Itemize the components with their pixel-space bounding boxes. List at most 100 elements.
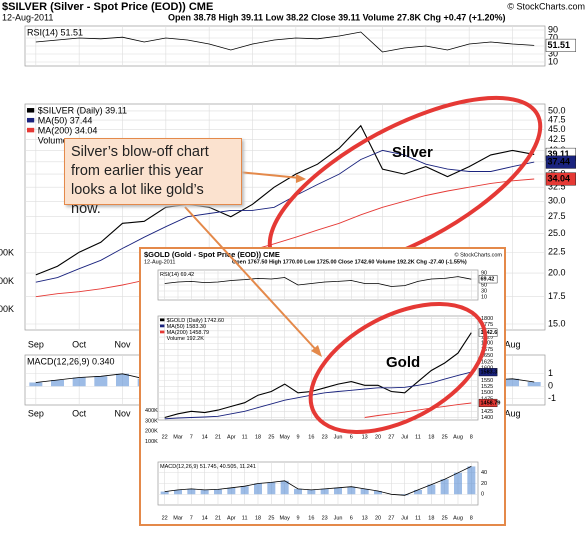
arrow-to-silver <box>237 171 301 179</box>
x-tick-label: 8 <box>470 434 473 440</box>
legend-swatch <box>160 330 165 334</box>
x-tick-label: 22 <box>162 434 168 440</box>
y-tick-label: 25.0 <box>548 228 566 238</box>
macd-histogram-bar <box>334 487 342 495</box>
y-tick-label: 1500 <box>481 390 493 396</box>
x-tick-label: Apr <box>227 434 236 440</box>
y-tick-label: 100K <box>0 304 14 314</box>
x-tick-label: Apr <box>227 515 236 521</box>
callout: Silver’s blow-off chart from earlier thi… <box>64 138 242 217</box>
y-tick-label: 32.5 <box>548 182 566 192</box>
x-tick-label: Jun <box>334 434 343 440</box>
y-tick-label: 50 <box>481 282 487 288</box>
x-tick-label: 27 <box>388 434 394 440</box>
x-tick-label: 13 <box>362 434 368 440</box>
x-tick-label: Sep <box>28 339 44 349</box>
macd-histogram-bar <box>187 488 196 495</box>
last-value-label: 1458.79 <box>481 400 501 406</box>
x-tick-label: 6 <box>350 515 353 521</box>
last-value-label: 1583.3 <box>481 370 498 376</box>
y-tick-label: 1550 <box>481 378 493 384</box>
y-tick-label: 1425 <box>481 409 493 415</box>
y-tick-label: 300K <box>145 418 158 424</box>
y-tick-label: 42.5 <box>548 134 566 144</box>
macd-histogram-bar <box>527 382 541 387</box>
y-tick-label: 1625 <box>481 359 493 365</box>
macd-histogram-bar <box>72 377 86 387</box>
legend-swatch <box>160 318 165 322</box>
macd-histogram-bar <box>29 382 43 387</box>
y-tick-label: 1525 <box>481 384 493 390</box>
macd-label: MACD(12,26,9) 0.340 <box>27 357 115 367</box>
x-tick-label: 11 <box>415 434 421 440</box>
legend-entry: MA(200) 1458.79 <box>167 330 210 336</box>
x-tick-label: May <box>279 515 290 521</box>
macd-line <box>164 466 472 496</box>
macd-histogram-bar <box>360 488 369 495</box>
macd-histogram-bar <box>240 486 249 495</box>
legend-swatch <box>27 117 35 123</box>
x-tick-label: 22 <box>162 515 168 521</box>
x-tick-label: 14 <box>202 515 208 521</box>
macd-histogram-bar <box>254 483 262 495</box>
legend-entry: $GOLD (Daily) 1742.60 <box>167 318 224 324</box>
chart-source: © StockCharts.com <box>455 251 503 258</box>
rsi-label: RSI(14) 51.51 <box>27 28 83 38</box>
macd-histogram-bar <box>400 494 409 496</box>
gold-ellipse <box>308 301 488 435</box>
y-tick-label: 300K <box>0 248 14 258</box>
last-value-box <box>545 38 576 52</box>
macd-histogram-bar <box>160 491 169 495</box>
x-tick-label: 18 <box>428 434 434 440</box>
macd-histogram-bar <box>267 482 276 495</box>
x-tick-label: 21 <box>215 515 221 521</box>
x-tick-label: 13 <box>362 515 368 521</box>
macd-histogram-bar <box>467 466 476 495</box>
chart-date: 12-Aug-2011 <box>144 259 175 265</box>
y-tick-label: 27.5 <box>548 211 566 221</box>
legend-swatch <box>27 108 35 113</box>
y-tick-label: 1800 <box>481 316 493 322</box>
last-value-box <box>545 172 576 186</box>
legend-swatch <box>160 324 165 328</box>
y-tick-label: 0 <box>548 381 553 391</box>
legend-entry: MA(200) 34.04 <box>38 125 98 135</box>
y-tick-label: 0 <box>481 492 484 498</box>
x-tick-label: Nov <box>114 339 131 349</box>
x-tick-label: Oct <box>72 339 87 349</box>
x-tick-label: 7 <box>190 515 193 521</box>
y-tick-label: 30 <box>548 48 558 58</box>
price-line <box>35 124 535 276</box>
y-tick-label: 1675 <box>481 347 493 353</box>
x-tick-label: 21 <box>215 434 221 440</box>
macd-histogram-bar <box>51 380 64 387</box>
y-tick-label: 1400 <box>481 415 493 421</box>
x-tick-label: 6 <box>350 434 353 440</box>
x-tick-label: 27 <box>388 515 394 521</box>
y-tick-label: 10 <box>548 56 558 66</box>
y-tick-label: 47.5 <box>548 114 566 124</box>
macd-histogram-bar <box>200 489 209 495</box>
x-tick-label: Aug <box>504 339 520 349</box>
y-tick-label: 100K <box>145 439 158 445</box>
macd-histogram-bar <box>427 484 436 495</box>
legend-swatch <box>27 127 35 133</box>
chart-title: $GOLD (Gold - Spot Price (EOD)) CME <box>144 250 280 259</box>
rsi-line <box>35 31 535 53</box>
x-tick-label: 14 <box>202 434 208 440</box>
moving-average-line <box>35 149 535 283</box>
last-value-box <box>545 155 576 169</box>
chart-quote: Open 38.78 High 39.11 Low 38.22 Close 39… <box>168 12 506 22</box>
arrowhead <box>296 174 306 183</box>
macd-histogram-bar <box>174 489 182 495</box>
legend-entry: Volume <box>38 135 68 145</box>
last-value-box <box>478 328 498 337</box>
moving-average-line <box>164 371 472 420</box>
rsi-label: RSI(14) 69.42 <box>160 272 194 278</box>
macd-histogram-bar <box>454 472 462 495</box>
y-tick-label: 200K <box>145 429 158 435</box>
macd-histogram-bar <box>116 373 129 387</box>
last-value-box <box>478 398 498 408</box>
